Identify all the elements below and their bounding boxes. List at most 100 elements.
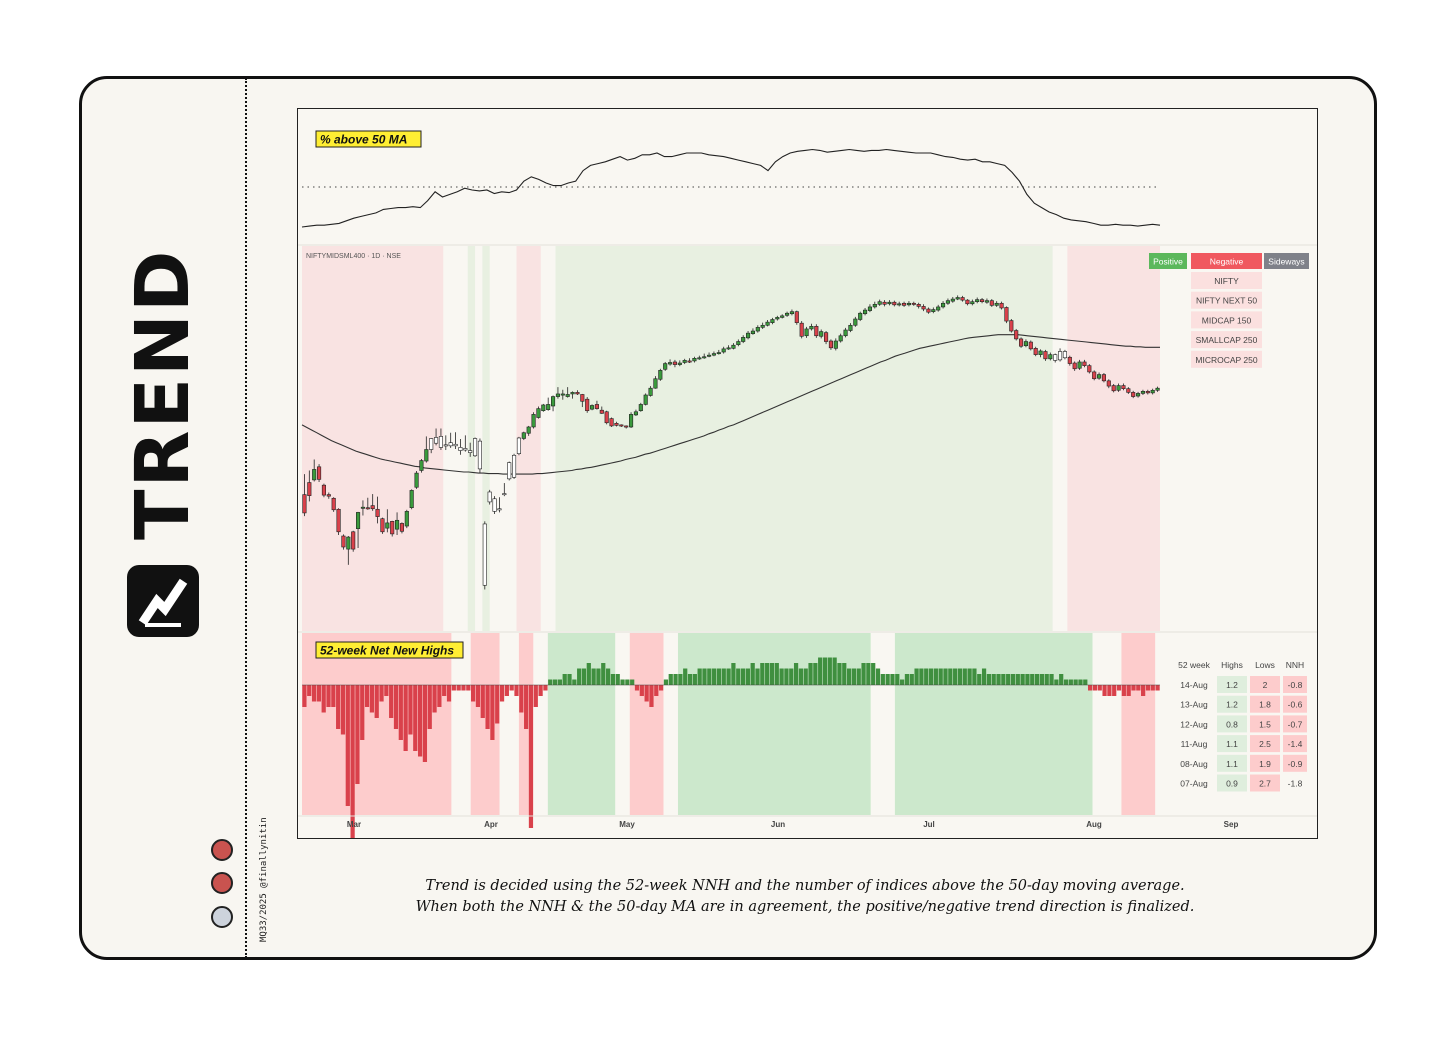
candle-body (487, 491, 492, 503)
nnh-bar (649, 685, 654, 707)
brand-title: TREND (120, 248, 206, 540)
nnh-bar (731, 663, 736, 685)
candle-body (653, 378, 658, 389)
nnh-bar (1063, 679, 1069, 685)
candle-body (1101, 374, 1106, 382)
candle-body (497, 508, 502, 511)
candle-body (331, 497, 336, 511)
nnh-bar (851, 668, 857, 685)
candle-body (312, 469, 317, 481)
table-cell (1173, 735, 1215, 753)
nnh-bar (837, 663, 842, 685)
candle-body (399, 523, 404, 532)
nnh-bar (1078, 679, 1083, 685)
nnh-bar (1010, 674, 1016, 685)
candle-body (356, 512, 361, 529)
nnh-bar (577, 668, 582, 685)
candle-body (599, 409, 604, 414)
candle-body (906, 302, 911, 306)
candle-body (746, 332, 751, 339)
candle-body (555, 393, 560, 397)
candle-body (897, 303, 902, 306)
pct-above-ma-tag (315, 130, 422, 148)
candle-body (926, 308, 931, 313)
nnh-regime-band-negative (629, 633, 664, 815)
table-value: 2.5 (1259, 739, 1271, 749)
nnh-bar (389, 685, 394, 718)
nnh-bar (904, 674, 910, 685)
candle-body (453, 443, 458, 447)
nnh-bar (726, 668, 731, 685)
candle-body (341, 535, 346, 548)
nnh-bar (442, 685, 447, 696)
table-value: 12-Aug (1180, 719, 1208, 729)
table-header: 52 week (1178, 660, 1210, 670)
candle-body (1136, 393, 1141, 397)
nnh-bar (842, 663, 847, 685)
nnh-bar (1126, 685, 1131, 696)
nnh-bar (1001, 674, 1006, 685)
candle-body (404, 511, 409, 527)
nnh-bar (1015, 674, 1020, 685)
nnh-bar (822, 657, 828, 685)
nnh-bar (846, 668, 852, 685)
legend-sideways (1264, 253, 1309, 269)
nnh-bar (953, 668, 958, 685)
regime-band-negative (302, 246, 444, 631)
candle-body (321, 484, 326, 496)
nnh-bar (485, 685, 490, 729)
nnh-bar (1073, 679, 1078, 685)
nnh-bar (461, 685, 466, 691)
table-value: 07-Aug (1180, 779, 1208, 789)
nnh-bar (687, 674, 693, 685)
candle-body (1004, 307, 1009, 322)
nnh-regime-band-positive (547, 633, 616, 815)
candle-body (799, 322, 804, 337)
candle-body (687, 360, 692, 363)
candle-body (1155, 387, 1160, 391)
candle-body (1140, 391, 1145, 394)
candle-body (760, 324, 765, 328)
table-cell (1173, 715, 1215, 733)
table-value: 14-Aug (1180, 680, 1208, 690)
nnh-bar (948, 668, 953, 685)
nnh-bar (620, 679, 625, 685)
nnh-bar (1025, 674, 1030, 685)
nnh-bar (991, 674, 996, 685)
candle-body (438, 436, 443, 448)
index-cell (1191, 331, 1262, 349)
nnh-regime-band-positive (677, 633, 871, 815)
nnh-bar (1039, 674, 1045, 685)
footer-line-1: Trend is decided using the 52-week NNH a… (425, 878, 1185, 894)
candle-body (638, 404, 643, 412)
table-value: 1.8 (1259, 700, 1271, 710)
candle-body (765, 321, 770, 326)
nnh-bar (1112, 685, 1117, 696)
candle-body (726, 347, 731, 350)
month-label: Jul (923, 820, 935, 829)
nnh-bar (1141, 685, 1146, 696)
candle-body (672, 361, 677, 365)
table-cell (1250, 774, 1280, 792)
candle-body (619, 424, 624, 427)
nnh-bar (302, 685, 307, 707)
candle-body (594, 404, 599, 409)
candle-body (590, 405, 595, 410)
nnh-bar (957, 668, 963, 685)
table-value: 0.9 (1226, 779, 1238, 789)
candle-body (663, 363, 668, 370)
candle-body (1009, 320, 1014, 332)
index-cell (1191, 272, 1262, 289)
nnh-bar (789, 668, 794, 685)
candle-body (882, 301, 887, 305)
nnh-regime-band-sideways (663, 633, 678, 815)
candle-body (346, 536, 351, 550)
candle-body (887, 301, 892, 305)
regime-band-positive (482, 246, 490, 631)
month-label: Apr (484, 820, 498, 829)
candle-body (521, 432, 526, 439)
candle-body (658, 370, 663, 380)
table-cell (1250, 676, 1280, 693)
candle-body (984, 300, 989, 303)
candle-body (945, 300, 950, 304)
